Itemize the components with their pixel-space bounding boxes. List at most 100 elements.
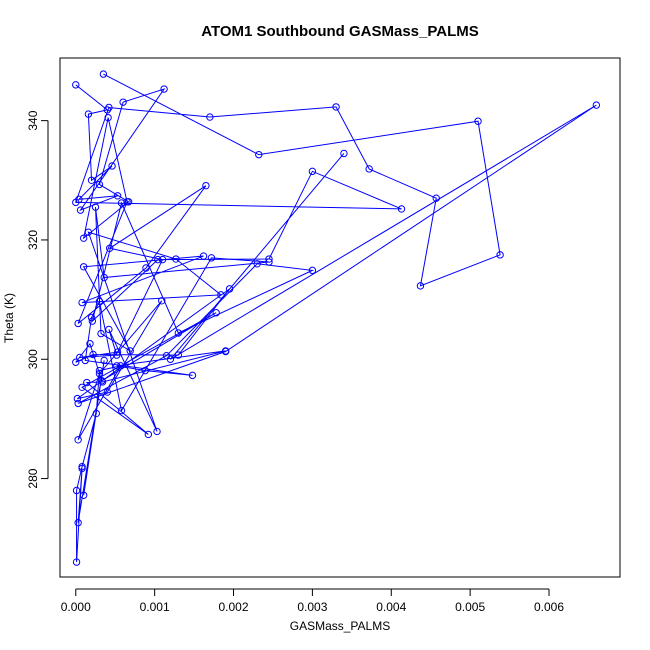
data-point (76, 353, 84, 362)
y-tick-label: 320 (26, 230, 40, 250)
data-point (188, 371, 197, 380)
data-point (88, 317, 97, 325)
data-point (416, 282, 425, 290)
data-point (95, 180, 104, 189)
y-axis-label: Theta (K) (2, 293, 16, 343)
series-line-2 (75, 73, 597, 404)
x-tick-label: 0.001 (140, 600, 170, 614)
x-tick-label: 0.000 (61, 600, 91, 614)
data-point (221, 347, 230, 356)
x-tick-label: 0.005 (455, 600, 485, 614)
data-point (123, 198, 131, 206)
x-axis-label: GASMass_PALMS (290, 619, 390, 633)
data-point (141, 366, 149, 375)
plot-area (72, 70, 601, 566)
y-tick-label: 340 (26, 110, 40, 130)
x-tick-label: 0.003 (297, 600, 327, 614)
data-point (592, 101, 601, 109)
data-point (76, 206, 85, 214)
data-point (397, 205, 406, 213)
data-point (174, 351, 183, 359)
data-point (105, 325, 113, 334)
axes: 0.000 0.001 0.002 0.003 0.004 0.005 0.006 280 30… (26, 110, 564, 614)
y-tick-label: 280 (26, 468, 40, 488)
data-point (103, 388, 112, 396)
data-point (95, 297, 104, 306)
data-point (255, 150, 263, 159)
data-point (99, 70, 108, 78)
data-point (100, 356, 108, 365)
data-point (212, 309, 220, 317)
data-point (83, 378, 91, 387)
x-tick-label: 0.006 (534, 600, 564, 614)
data-point (158, 297, 166, 305)
data-point (78, 383, 86, 391)
data-point (79, 234, 88, 242)
data-point (253, 260, 261, 268)
data-point (79, 491, 88, 499)
data-point (89, 350, 97, 359)
data-point (432, 194, 440, 202)
data-point (113, 351, 121, 359)
data-point (174, 329, 183, 337)
data-point (95, 369, 104, 378)
data-point (79, 263, 88, 271)
data-point (142, 264, 150, 272)
data-point (113, 362, 121, 370)
data-point (207, 254, 216, 262)
data-point (117, 406, 126, 415)
data-point (74, 436, 82, 444)
data-point (119, 98, 127, 106)
data-point (84, 110, 93, 118)
chart-title: ATOM1 Southbound GASMass_PALMS (201, 23, 479, 40)
data-point (172, 255, 180, 263)
data-point (100, 273, 108, 282)
data-point (206, 113, 214, 121)
data-point (113, 192, 122, 200)
data-point (98, 378, 107, 386)
data-point (199, 252, 208, 260)
data-point (117, 362, 125, 370)
data-point (160, 85, 168, 93)
data-point (78, 298, 86, 307)
data-point (104, 113, 112, 122)
data-point (113, 348, 122, 356)
data-point (72, 81, 80, 89)
y-tick-label: 300 (26, 349, 40, 369)
data-point (72, 558, 81, 566)
data-point (308, 167, 317, 176)
data-point (74, 519, 82, 527)
data-point (126, 347, 134, 355)
x-tick-label: 0.004 (376, 600, 406, 614)
data-point (92, 409, 100, 418)
data-point (217, 291, 225, 299)
data-point (87, 176, 96, 184)
data-point (86, 340, 94, 348)
data-point (365, 165, 373, 173)
data-point (72, 358, 80, 366)
data-point (108, 162, 116, 170)
data-point (87, 313, 96, 322)
data-point (78, 464, 86, 473)
data-point (158, 255, 167, 264)
data-point (98, 377, 106, 385)
data-point (74, 399, 82, 408)
data-point (81, 356, 89, 365)
data-point (105, 103, 113, 112)
data-point (496, 251, 504, 259)
x-tick-label: 0.002 (219, 600, 249, 614)
data-point (154, 255, 162, 264)
data-point (74, 319, 82, 328)
data-point (91, 203, 100, 211)
data-point (265, 258, 273, 266)
data-point (153, 427, 161, 436)
data-point (117, 199, 126, 207)
data-point (265, 255, 273, 263)
data-point (84, 228, 93, 236)
data-point (144, 430, 153, 439)
data-point (340, 149, 348, 158)
data-point (95, 366, 104, 375)
data-point (474, 117, 482, 125)
data-point (332, 103, 340, 111)
